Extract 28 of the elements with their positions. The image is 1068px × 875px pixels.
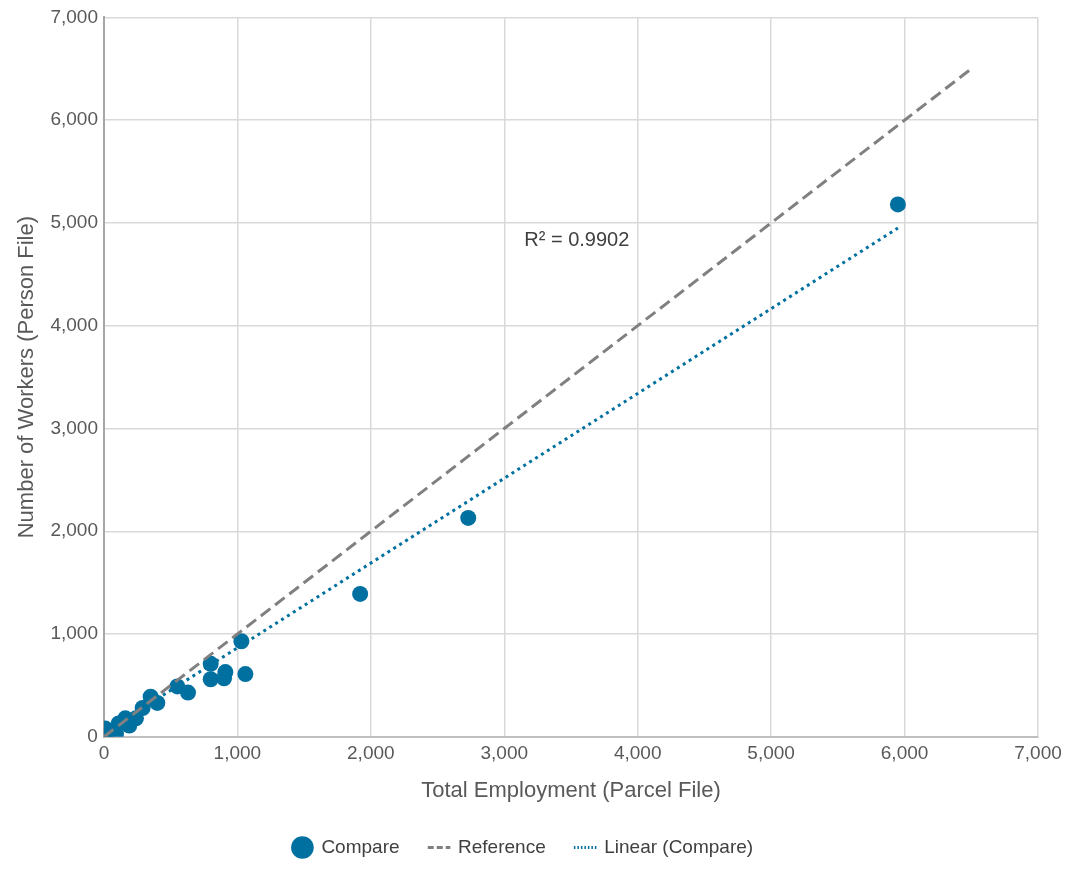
annotation: R² = 0.9902: [524, 227, 630, 250]
y-axis-title: Number of Workers (Person File): [13, 215, 39, 539]
x-tick-label: 7,000: [1014, 742, 1062, 764]
point: [460, 509, 477, 526]
point: [237, 666, 254, 683]
point: [180, 684, 197, 701]
y-tick-label: 3,000: [50, 416, 98, 438]
y-tick-label: 2,000: [50, 519, 98, 541]
point: [889, 196, 906, 213]
y-tick-label: 4,000: [50, 313, 98, 335]
y-tick-label: 1,000: [50, 622, 98, 644]
x-tick-label: 4,000: [613, 742, 662, 764]
y-tick-label: 7,000: [50, 5, 98, 27]
point: [352, 585, 369, 602]
point: [202, 671, 219, 688]
x-tick-label: 6,000: [880, 742, 929, 764]
legend-label: Reference: [458, 835, 546, 857]
x-tick-label: 1,000: [213, 742, 262, 764]
point: [216, 670, 233, 687]
x-tick-label: 2,000: [347, 742, 395, 764]
y-tick-label: 6,000: [50, 108, 98, 130]
y-tick-label: 0: [87, 725, 98, 747]
legend-label: Linear (Compare): [604, 835, 754, 857]
x-tick-label: 5,000: [747, 742, 795, 764]
x-tick-label: 3,000: [480, 742, 529, 764]
x-axis-title: Total Employment (Parcel File): [421, 776, 721, 802]
y-tick-label: 5,000: [50, 211, 98, 233]
legend-label: Compare: [321, 835, 400, 857]
